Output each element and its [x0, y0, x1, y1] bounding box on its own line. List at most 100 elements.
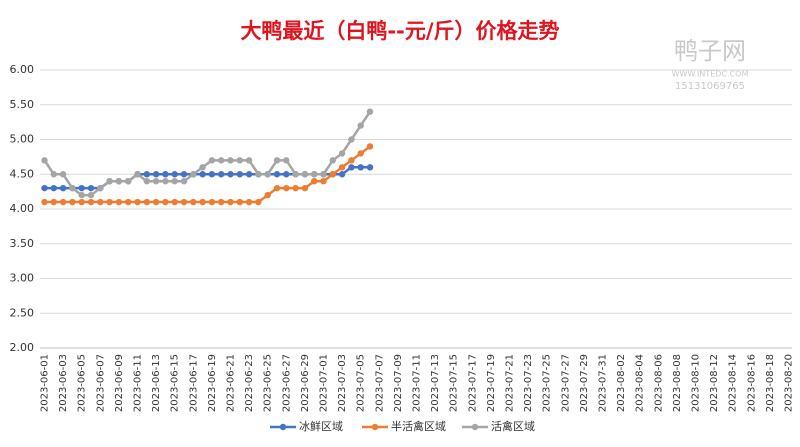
legend-item: 冰鲜区域	[270, 419, 343, 433]
x-tick-label: 2023-07-17	[467, 354, 478, 412]
legend-label: 半活禽区域	[391, 419, 446, 433]
x-tick-label: 2023-07-03	[337, 354, 348, 412]
data-point	[348, 136, 355, 143]
x-tick-label: 2023-07-13	[430, 354, 441, 412]
data-point	[162, 198, 169, 206]
data-point	[366, 108, 374, 115]
data-point	[273, 171, 281, 178]
y-tick-label: 3.50	[10, 237, 35, 250]
x-tick-label: 2023-07-31	[598, 354, 609, 412]
data-point	[171, 198, 178, 206]
x-tick-label: 2023-07-07	[374, 354, 385, 412]
x-tick-label: 2023-08-14	[728, 354, 739, 412]
watermark: 15131069765	[675, 81, 745, 92]
x-tick-label: 2023-06-29	[300, 354, 311, 412]
data-point	[134, 198, 141, 206]
x-tick-label: 2023-06-23	[244, 354, 255, 412]
data-point	[115, 178, 123, 185]
data-point	[227, 171, 234, 178]
data-point	[236, 157, 243, 164]
data-point	[143, 171, 150, 178]
data-point	[227, 157, 234, 164]
series-line	[44, 166, 370, 190]
data-point	[152, 198, 160, 206]
x-tick-label: 2023-08-02	[616, 354, 627, 412]
y-tick-label: 4.00	[10, 202, 35, 215]
data-point	[245, 157, 253, 164]
data-point	[190, 198, 197, 206]
watermark: WWW.INTEDC.COM	[672, 70, 749, 79]
data-point	[283, 184, 290, 192]
data-point	[152, 178, 160, 185]
data-point	[338, 150, 346, 157]
x-tick-label: 2023-07-01	[319, 354, 330, 412]
data-point	[245, 171, 253, 178]
data-point	[236, 171, 243, 178]
legend-marker	[471, 423, 479, 431]
data-point	[208, 198, 216, 206]
data-point	[236, 198, 243, 206]
legend-label: 冰鲜区域	[299, 419, 343, 433]
legend-marker	[371, 423, 379, 431]
data-point	[50, 184, 57, 192]
legend-marker	[279, 423, 287, 431]
data-point	[125, 178, 132, 185]
data-point	[218, 198, 225, 206]
x-tick-label: 2023-07-09	[393, 354, 404, 412]
x-tick-label: 2023-07-25	[542, 354, 553, 412]
x-tick-label: 2023-08-16	[746, 354, 757, 412]
data-point	[264, 171, 271, 178]
data-point	[78, 184, 85, 192]
data-point	[320, 171, 327, 178]
y-tick-label: 3.00	[10, 272, 35, 285]
x-tick-label: 2023-06-05	[77, 354, 88, 412]
x-tick-label: 2023-08-20	[784, 354, 795, 412]
data-point	[180, 178, 188, 185]
data-point	[264, 191, 271, 199]
x-tick-label: 2023-06-03	[58, 354, 69, 412]
x-tick-label: 2023-06-27	[281, 354, 292, 412]
x-tick-label: 2023-07-15	[449, 354, 460, 412]
data-point	[273, 157, 281, 164]
data-point	[97, 184, 104, 192]
data-point	[208, 171, 216, 178]
data-point	[283, 171, 290, 178]
y-tick-label: 6.00	[10, 63, 35, 76]
x-tick-label: 2023-06-25	[263, 354, 274, 412]
watermark: 鸭子网	[674, 37, 746, 65]
data-point	[245, 198, 253, 206]
y-tick-label: 4.50	[10, 167, 35, 180]
data-point	[338, 171, 346, 178]
data-point	[273, 184, 281, 192]
data-point	[69, 198, 76, 206]
data-point	[208, 157, 216, 164]
data-point	[78, 191, 85, 199]
legend-item: 活禽区域	[462, 419, 535, 433]
data-point	[329, 171, 336, 178]
data-point	[301, 184, 309, 192]
x-tick-label: 2023-06-19	[207, 354, 218, 412]
data-point	[41, 157, 48, 164]
data-point	[87, 191, 95, 199]
data-point	[143, 178, 150, 185]
data-point	[366, 143, 374, 150]
data-point	[59, 171, 67, 178]
data-point	[218, 171, 225, 178]
x-tick-label: 2023-08-18	[765, 354, 776, 412]
data-point	[171, 178, 178, 185]
x-tick-label: 2023-06-17	[188, 354, 199, 412]
data-point	[348, 157, 355, 164]
x-tick-label: 2023-08-04	[635, 354, 646, 412]
data-point	[283, 157, 290, 164]
data-point	[301, 171, 309, 178]
data-point	[115, 198, 123, 206]
legend-item: 半活禽区域	[362, 419, 446, 433]
data-point	[152, 171, 160, 178]
data-point	[311, 171, 318, 178]
data-point	[329, 157, 336, 164]
data-point	[59, 198, 67, 206]
data-point	[292, 171, 299, 178]
data-point	[357, 164, 364, 171]
x-tick-label: 2023-07-19	[486, 354, 497, 412]
